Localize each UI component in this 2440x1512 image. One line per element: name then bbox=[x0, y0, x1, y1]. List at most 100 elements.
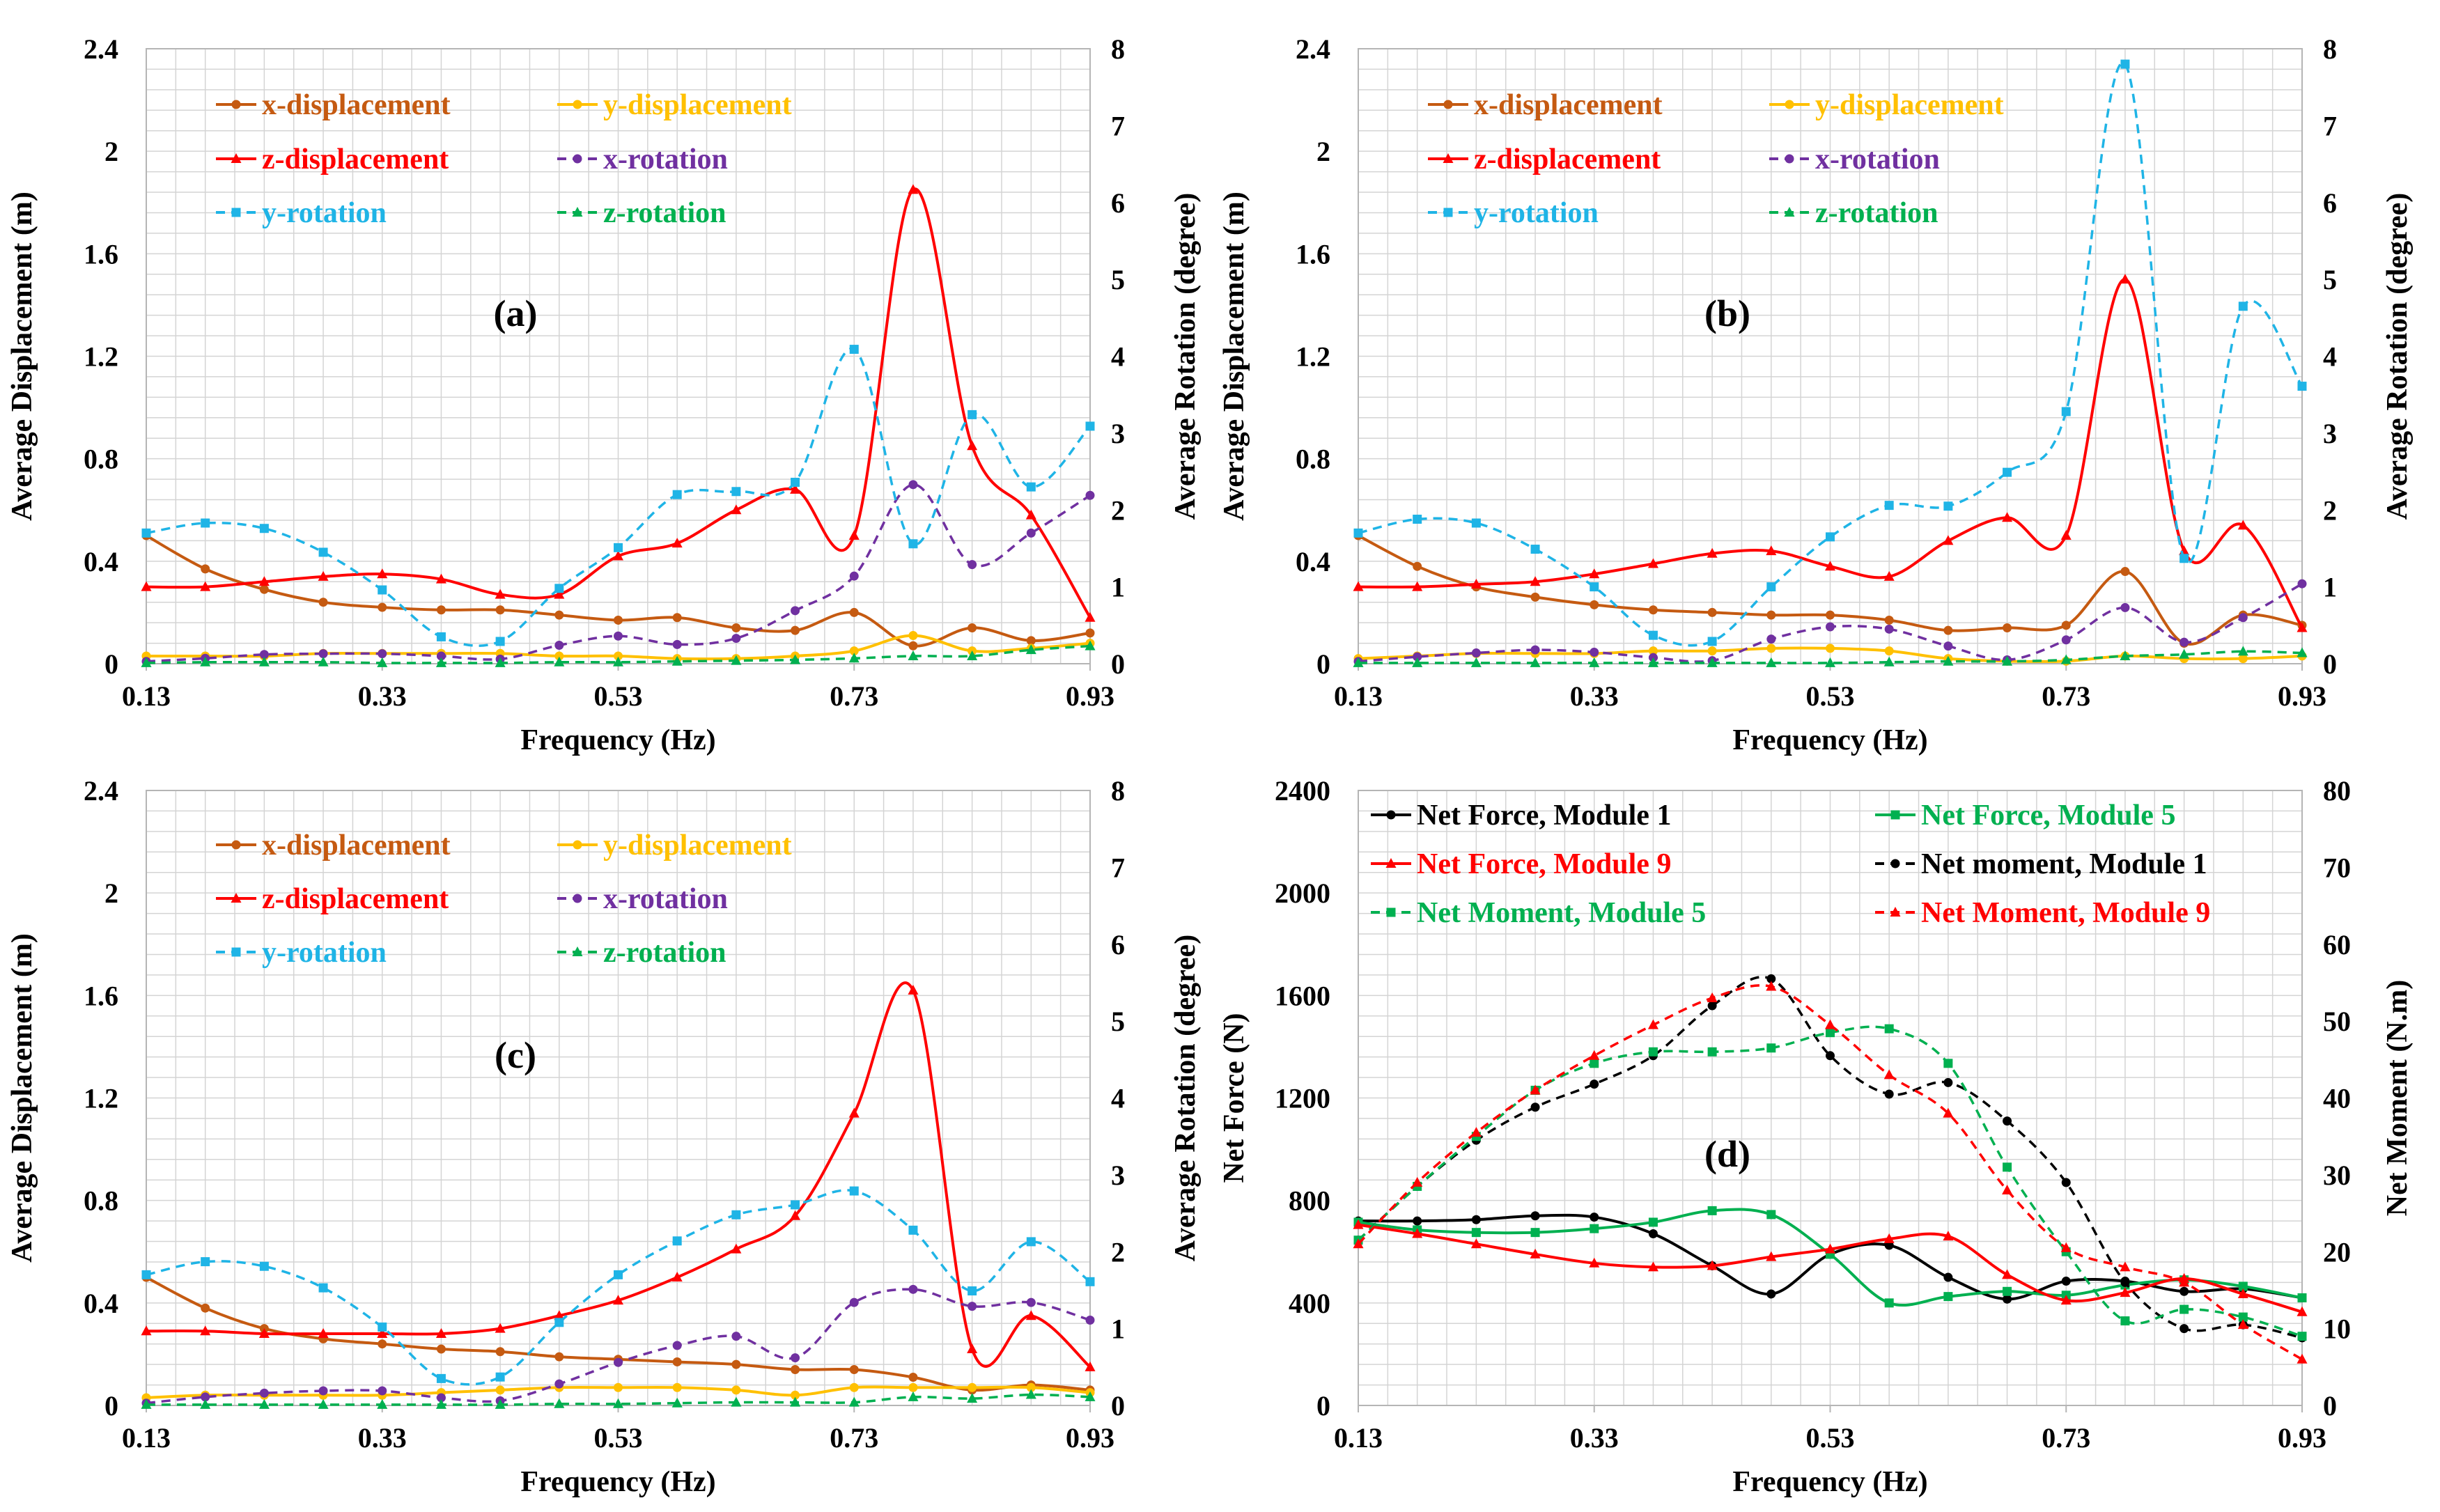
data-point bbox=[1647, 1261, 1658, 1272]
data-point bbox=[1826, 532, 1835, 542]
y-tick-label-right: 4 bbox=[1111, 341, 1125, 373]
data-point bbox=[1884, 1089, 1894, 1099]
data-point bbox=[1943, 1231, 1954, 1241]
data-point bbox=[1413, 1216, 1422, 1226]
data-point bbox=[1648, 630, 1658, 640]
x-tick-label: 0.53 bbox=[594, 1422, 643, 1453]
data-point bbox=[731, 1332, 741, 1341]
legend-swatch-marker bbox=[1890, 859, 1900, 868]
data-point bbox=[849, 345, 859, 354]
data-point bbox=[1590, 600, 1599, 609]
data-point bbox=[1647, 558, 1658, 568]
y-tick-label-right: 20 bbox=[2323, 1236, 2351, 1268]
series-line bbox=[146, 187, 1091, 618]
data-point bbox=[1530, 576, 1541, 586]
legend-label: x-rotation bbox=[603, 883, 728, 915]
data-point bbox=[495, 1323, 506, 1333]
data-point bbox=[967, 440, 978, 451]
x-tick-label: 0.53 bbox=[1806, 680, 1855, 712]
data-point bbox=[141, 657, 152, 667]
legend-swatch-marker bbox=[231, 100, 241, 109]
series-line bbox=[1357, 1025, 2303, 1338]
legend-entry: x-rotation bbox=[1769, 143, 1940, 176]
x-tick-label: 0.93 bbox=[1066, 1422, 1114, 1453]
data-point bbox=[790, 1210, 801, 1220]
data-point bbox=[1471, 1215, 1481, 1224]
legend-entry: y-rotation bbox=[216, 197, 387, 229]
data-point bbox=[258, 1398, 270, 1409]
data-point bbox=[731, 1243, 742, 1254]
data-point bbox=[141, 1270, 151, 1279]
legend-entry: Net moment, Module 1 bbox=[1875, 848, 2207, 880]
data-point bbox=[1530, 1211, 1540, 1221]
legend-label: z-rotation bbox=[1815, 197, 1938, 229]
legend-label: Net Force, Module 5 bbox=[1921, 800, 2175, 832]
data-point bbox=[848, 1396, 860, 1407]
legend-label: x-rotation bbox=[1815, 143, 1940, 176]
x-tick-label: 0.33 bbox=[1570, 680, 1619, 712]
data-point bbox=[1826, 622, 1835, 632]
data-point bbox=[1766, 644, 1776, 653]
data-point bbox=[731, 1385, 741, 1395]
data-point bbox=[849, 1382, 859, 1392]
legend-swatch-marker bbox=[572, 207, 583, 217]
data-point bbox=[2238, 613, 2248, 623]
x-tick-label: 0.73 bbox=[830, 680, 878, 712]
y-tick-labels-right: 0 1 2 3 4 5 6 7 8 bbox=[1111, 775, 1125, 1421]
data-point bbox=[1766, 1210, 1776, 1219]
data-point bbox=[1085, 1391, 1096, 1401]
y-tick-label-right: 0 bbox=[1111, 648, 1125, 680]
data-point bbox=[731, 1210, 741, 1219]
data-point bbox=[1707, 1260, 1718, 1270]
legend-swatch-marker bbox=[573, 840, 582, 850]
legend-swatch-marker bbox=[573, 100, 582, 109]
data-point bbox=[2237, 1288, 2248, 1298]
data-point bbox=[908, 1373, 918, 1382]
series-z-displacement bbox=[1353, 274, 2308, 632]
data-point bbox=[1530, 1228, 1540, 1238]
data-point bbox=[436, 651, 446, 661]
data-point bbox=[1825, 561, 1835, 571]
data-point bbox=[1825, 1019, 1835, 1029]
y-tick-label-right: 6 bbox=[1111, 929, 1125, 960]
data-point bbox=[1648, 1229, 1658, 1238]
series-x-displacement bbox=[141, 531, 1095, 650]
data-point bbox=[1766, 582, 1776, 592]
x-tick-label: 0.13 bbox=[122, 680, 171, 712]
data-point bbox=[908, 480, 918, 490]
y-tick-label-right: 3 bbox=[2323, 418, 2337, 449]
data-point bbox=[1412, 1228, 1423, 1238]
y-tick-label-left: 0.4 bbox=[84, 1288, 118, 1319]
series-z-rotation bbox=[141, 640, 1096, 667]
data-point bbox=[672, 1357, 682, 1366]
panel-label: (d) bbox=[1704, 1133, 1750, 1175]
data-point bbox=[2179, 1304, 2189, 1314]
data-point bbox=[141, 1325, 152, 1336]
data-point bbox=[1412, 1176, 1423, 1187]
legend-label: z-rotation bbox=[603, 937, 726, 969]
legend-label: Net Force, Module 9 bbox=[1417, 848, 1671, 880]
data-point bbox=[968, 1286, 977, 1296]
y-axis-label-right: Average Rotation (degree) bbox=[1170, 193, 1202, 520]
data-point bbox=[1590, 1080, 1599, 1089]
y-tick-label-right: 3 bbox=[1111, 418, 1125, 449]
legend-entry: Net Force, Module 1 bbox=[1371, 800, 1671, 832]
data-point bbox=[318, 1398, 329, 1409]
legend-label: z-displacement bbox=[262, 883, 449, 915]
data-point bbox=[672, 613, 682, 623]
y-axis-label-left: Average Displacement (m) bbox=[1218, 192, 1250, 521]
data-point bbox=[377, 1398, 388, 1409]
data-point bbox=[1943, 1107, 1954, 1118]
data-point bbox=[2060, 654, 2072, 664]
data-point bbox=[2297, 622, 2308, 632]
data-point bbox=[1590, 647, 1599, 657]
data-point bbox=[2002, 1269, 2013, 1279]
legend-label: y-rotation bbox=[262, 937, 387, 969]
data-point bbox=[2179, 1277, 2190, 1287]
y-tick-label-left: 0.4 bbox=[84, 546, 118, 577]
data-point bbox=[554, 1352, 564, 1362]
data-point bbox=[1471, 518, 1481, 528]
data-point bbox=[1943, 535, 1954, 545]
y-tick-label-right: 6 bbox=[2323, 187, 2337, 219]
data-point bbox=[141, 528, 151, 538]
